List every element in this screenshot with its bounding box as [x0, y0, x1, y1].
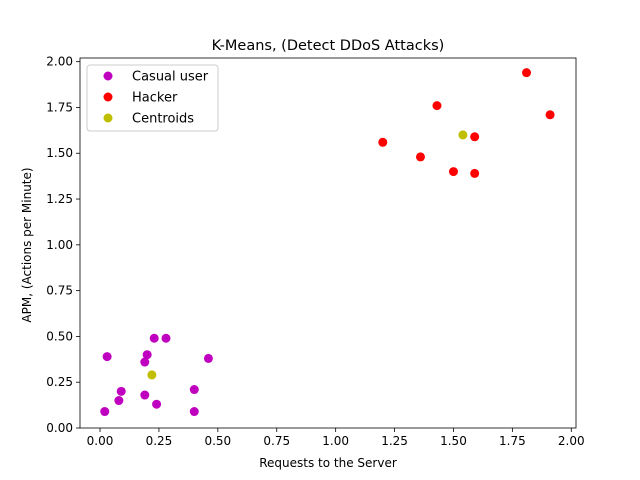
hacker-point	[378, 137, 388, 147]
casual-user-point	[114, 396, 124, 406]
legend-label-casual-user: Casual user	[132, 70, 209, 85]
centroids-point	[458, 130, 468, 140]
casual-user-point	[203, 353, 213, 363]
x-tick-label: 1.50	[440, 434, 467, 448]
x-tick-label: 0.50	[204, 434, 231, 448]
legend-marker-casual-user	[103, 71, 113, 81]
hacker-point	[432, 101, 442, 111]
y-tick-label: 0.00	[46, 421, 73, 435]
casual-user-point	[149, 333, 159, 343]
casual-user-point	[161, 333, 171, 343]
x-tick-label: 2.00	[558, 434, 585, 448]
hacker-point	[522, 68, 532, 78]
legend-box	[86, 64, 219, 132]
x-tick-label: 0.25	[146, 434, 173, 448]
y-tick-label: 1.50	[46, 146, 73, 160]
casual-user-point	[140, 390, 150, 400]
casual-user-point	[140, 357, 150, 367]
legend-label-hacker: Hacker	[132, 91, 178, 106]
hacker-point	[545, 110, 555, 120]
plot-area: 0.00 0.25 0.50 0.75 1.00 1.25 1.50 1.75 2.00 0.00…	[46, 55, 584, 448]
hacker-point	[448, 167, 458, 177]
axes-frame	[79, 57, 577, 429]
casual-user-point	[100, 407, 110, 417]
casual-user-point	[102, 352, 112, 362]
legend-marker-hacker	[103, 92, 113, 102]
casual-user-point	[189, 385, 199, 395]
y-tick-label: 1.00	[46, 238, 73, 252]
casual-user-point	[152, 399, 162, 409]
x-tick-label: 1.25	[381, 434, 408, 448]
y-tick-label: 1.75	[46, 100, 73, 114]
hacker-point	[470, 168, 480, 178]
casual-user-point	[142, 350, 152, 360]
casual-user-point	[116, 386, 126, 396]
x-tick-label: 1.75	[499, 434, 526, 448]
x-tick-label: 1.00	[322, 434, 349, 448]
y-tick-label: 0.75	[46, 284, 73, 298]
y-tick-label: 1.25	[46, 192, 73, 206]
legend: Casual user Hacker Centroids	[86, 64, 219, 132]
centroids-point	[147, 370, 157, 380]
y-axis-label: APM, (Actions per Minute)	[20, 167, 34, 322]
y-tick-label: 2.00	[46, 55, 73, 69]
hacker-point	[470, 132, 480, 142]
legend-label-centroids: Centroids	[132, 112, 194, 127]
legend-marker-centroids	[103, 113, 113, 123]
y-tick-label: 0.50	[46, 329, 73, 343]
x-axis-label: Requests to the Server	[259, 456, 397, 470]
y-tick-label: 0.25	[46, 375, 73, 389]
casual-user-point	[189, 407, 199, 417]
x-tick-label: 0.75	[263, 434, 290, 448]
chart-title: K-Means, (Detect DDoS Attacks)	[212, 38, 445, 54]
x-tick-label: 0.00	[87, 434, 114, 448]
hacker-point	[415, 152, 425, 162]
